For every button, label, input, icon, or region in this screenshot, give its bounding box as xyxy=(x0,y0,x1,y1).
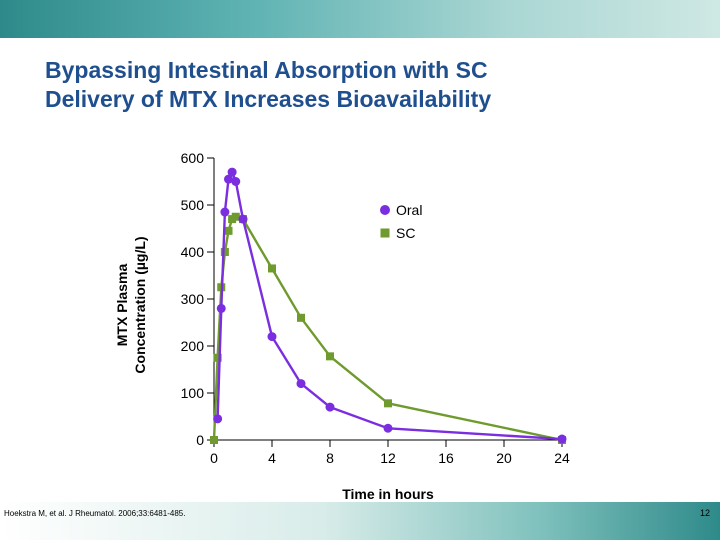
data-point-oral xyxy=(238,214,248,224)
data-point-oral xyxy=(213,414,223,424)
legend-marker-sc xyxy=(380,228,390,238)
x-tick-label: 0 xyxy=(210,450,218,466)
y-tick-label: 300 xyxy=(181,291,205,307)
data-point-sc xyxy=(384,399,392,408)
x-tick-label: 16 xyxy=(438,450,454,466)
page-number: 12 xyxy=(699,508,710,518)
citation: Hoekstra M, et al. J Rheumatol. 2006;33:… xyxy=(4,509,186,518)
legend-marker-oral xyxy=(380,205,390,215)
y-tick-label: 500 xyxy=(181,197,205,213)
data-point-sc xyxy=(268,264,276,273)
data-point-oral xyxy=(557,434,567,444)
series-line-oral xyxy=(216,170,563,441)
data-point-oral xyxy=(267,332,277,342)
slide-title-line-1: Bypassing Intestinal Absorption with SC xyxy=(45,57,488,83)
data-point-sc xyxy=(231,212,240,221)
data-point-sc xyxy=(210,436,218,444)
y-tick-label: 400 xyxy=(181,244,205,260)
legend-label-sc: SC xyxy=(396,225,415,241)
data-point-oral xyxy=(220,207,230,217)
footer-band xyxy=(0,502,720,540)
data-point-sc xyxy=(220,248,229,256)
y-axis-title-line-2: Concentration (µg/L) xyxy=(132,236,148,373)
data-point-sc xyxy=(224,226,233,235)
y-axis-title-line-1: MTX Plasma xyxy=(114,264,130,347)
x-axis-title: Time in hours xyxy=(342,486,434,502)
data-point-sc xyxy=(297,313,305,322)
x-tick-label: 24 xyxy=(554,450,570,466)
y-tick-label: 100 xyxy=(181,385,205,401)
x-tick-label: 20 xyxy=(496,450,512,466)
slide-title-line-2: Delivery of MTX Increases Bioavailabilit… xyxy=(45,86,492,112)
y-tick-label: 200 xyxy=(181,338,205,354)
x-tick-label: 12 xyxy=(380,450,396,466)
data-point-oral xyxy=(296,379,306,389)
data-point-oral xyxy=(231,177,241,186)
slide-title: Bypassing Intestinal Absorption with SC … xyxy=(45,56,685,114)
data-point-oral xyxy=(383,423,393,433)
data-point-sc xyxy=(326,352,334,361)
data-point-oral xyxy=(224,174,233,184)
data-point-oral xyxy=(216,303,226,313)
x-tick-label: 4 xyxy=(268,450,276,466)
y-tick-label: 0 xyxy=(196,432,204,448)
data-point-sc xyxy=(213,353,222,362)
header-band xyxy=(0,0,720,38)
y-tick-label: 600 xyxy=(181,150,205,166)
x-tick-label: 8 xyxy=(326,450,334,466)
data-point-oral xyxy=(227,167,237,177)
data-point-oral xyxy=(325,402,335,412)
legend-label-oral: Oral xyxy=(396,202,422,218)
